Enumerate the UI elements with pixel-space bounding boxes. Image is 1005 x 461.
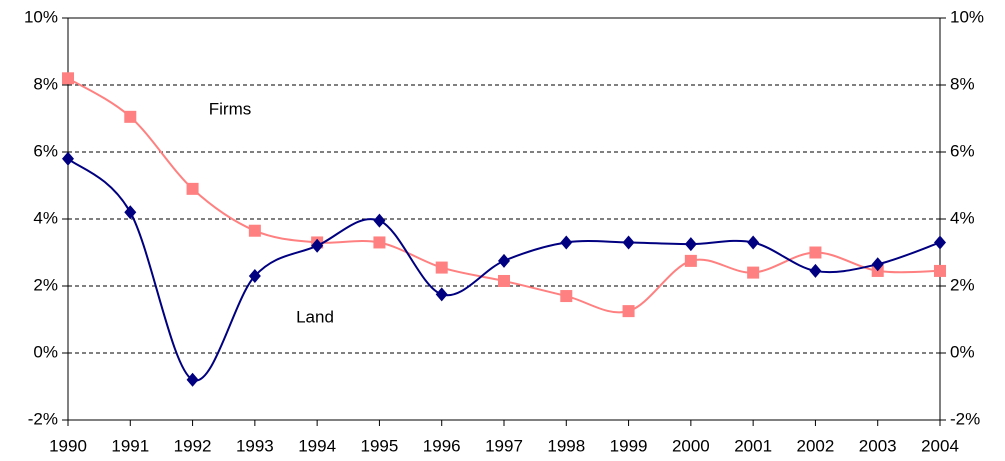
marker (809, 246, 822, 259)
x-tick-label: 1994 (298, 436, 336, 455)
x-tick-label: 1991 (111, 436, 149, 455)
marker (934, 235, 946, 250)
marker (498, 274, 510, 287)
marker (684, 254, 697, 267)
marker (435, 261, 448, 274)
x-tick-label: 1993 (236, 436, 274, 455)
marker (248, 224, 261, 237)
y-tick-label: 8% (33, 74, 58, 93)
marker (747, 235, 760, 250)
y-tick-label: 6% (33, 141, 58, 160)
marker (622, 235, 635, 250)
x-tick-label: 2003 (859, 436, 897, 455)
marker (684, 237, 697, 252)
marker (498, 253, 510, 268)
marker (747, 266, 760, 279)
marker (373, 213, 386, 228)
x-tick-label: 1997 (485, 436, 523, 455)
marker (124, 205, 137, 220)
marker (934, 264, 946, 277)
y-tick-label: 0% (33, 342, 58, 361)
y2-tick-label: 2% (950, 275, 975, 294)
y2-tick-label: -2% (950, 409, 980, 428)
marker (871, 257, 884, 272)
x-tick-label: 2001 (734, 436, 772, 455)
series-line (67, 157, 941, 382)
marker (186, 372, 199, 387)
y2-tick-label: 0% (950, 342, 975, 361)
marker (373, 236, 386, 249)
y2-tick-label: 6% (950, 141, 975, 160)
marker (311, 238, 324, 253)
x-tick-label: 1996 (423, 436, 461, 455)
marker (622, 305, 635, 318)
marker (809, 263, 822, 278)
marker (560, 290, 573, 303)
x-tick-label: 2000 (672, 436, 710, 455)
y-tick-label: 2% (33, 275, 58, 294)
y2-tick-label: 10% (950, 7, 984, 26)
y-tick-label: -2% (28, 409, 58, 428)
y-tick-label: 10% (24, 7, 58, 26)
x-tick-label: 1998 (547, 436, 585, 455)
marker (435, 287, 448, 302)
x-tick-label: 1990 (49, 436, 87, 455)
marker (248, 268, 261, 283)
x-tick-label: 1995 (361, 436, 399, 455)
series-label: Land (296, 307, 334, 326)
x-tick-label: 2002 (797, 436, 835, 455)
x-tick-label: 1999 (610, 436, 648, 455)
y-tick-label: 4% (33, 208, 58, 227)
y2-tick-label: 4% (950, 208, 975, 227)
marker (560, 235, 573, 250)
marker (124, 110, 137, 123)
y2-tick-label: 8% (950, 74, 975, 93)
series-label: Firms (209, 99, 251, 118)
marker (62, 72, 74, 85)
x-tick-label: 1992 (174, 436, 212, 455)
x-tick-label: 2004 (921, 436, 959, 455)
marker (186, 182, 199, 195)
marker (62, 151, 74, 166)
